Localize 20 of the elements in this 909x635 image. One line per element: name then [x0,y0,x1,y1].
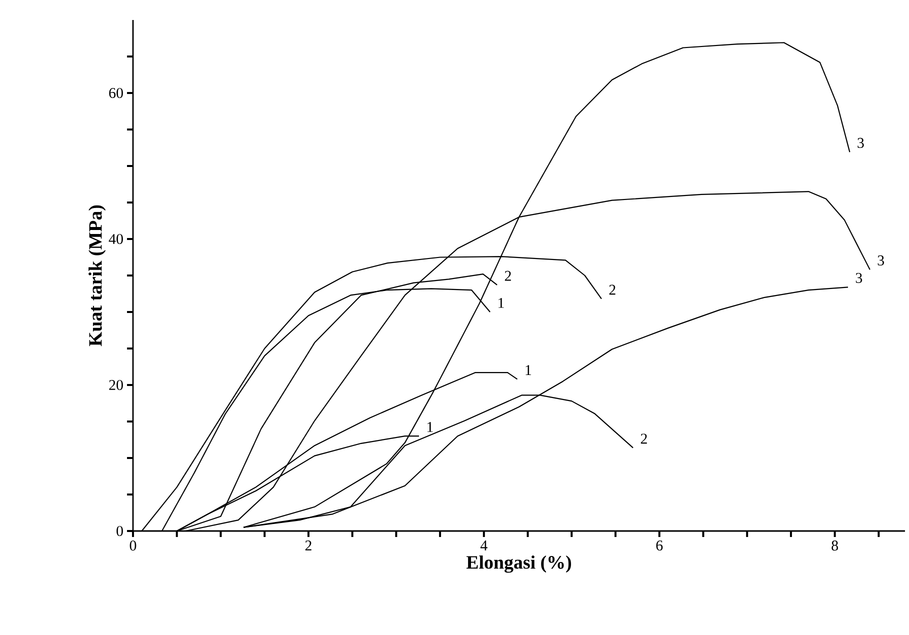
y-tick-label: 0 [116,526,123,536]
series-label: 1 [428,422,433,432]
x-tick-label: 0 [130,540,136,551]
series-label: 2 [504,270,511,281]
series-label: 2 [640,434,647,444]
x-tick-label: 6 [656,540,663,551]
series-label: 1 [526,365,532,375]
x-tick-label: 8 [832,540,838,551]
x-axis-title: Elongasi (%) [466,555,572,573]
x-tick-label: 2 [305,540,312,550]
y-tick-label: 20 [109,380,123,390]
series-label: 3 [878,255,884,266]
y-axis-title: Kuat tarik (MPa) [88,205,106,346]
series-label: 3 [856,272,862,283]
series-label: 1 [498,298,504,308]
y-tick-label: 40 [108,234,123,244]
series-label: 2 [609,284,616,295]
x-tick-label: 4 [480,540,488,550]
series-label: 3 [858,138,864,148]
y-tick-label: 60 [109,88,123,98]
